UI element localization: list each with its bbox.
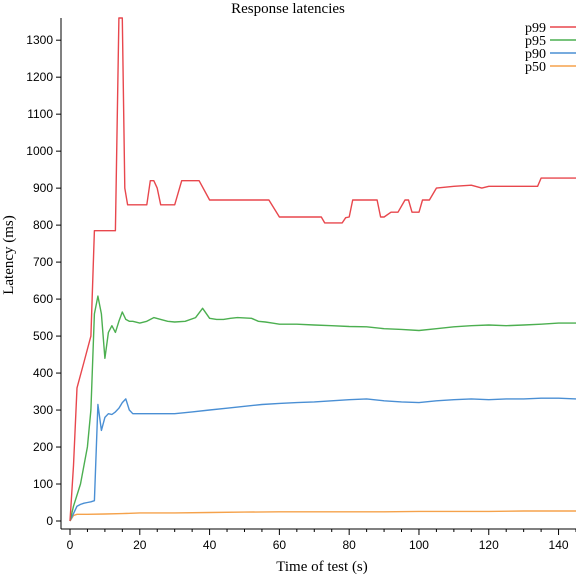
y-tick-label: 400: [33, 366, 53, 380]
series-line-p90: [69, 397, 576, 522]
y-axis-label: Latency (ms): [1, 215, 17, 295]
legend-label-p99: p99: [525, 21, 546, 36]
y-tick-label: 0: [46, 514, 53, 528]
x-tick-label: 40: [203, 538, 217, 552]
legend-label-p95: p95: [525, 34, 546, 49]
x-tick-label: 120: [479, 538, 499, 552]
y-tick-label: 500: [33, 329, 53, 343]
series-line-p99: [69, 17, 576, 522]
y-tick-label: 1100: [27, 107, 53, 121]
x-axis-ticks: 0 20 40 60 80 100 120 140: [67, 529, 576, 552]
x-tick-label: 20: [133, 538, 147, 552]
y-tick-label: 900: [33, 181, 53, 195]
series-lines: [69, 17, 576, 522]
y-tick-label: 100: [33, 477, 53, 491]
y-tick-label: 300: [33, 403, 53, 417]
x-tick-label: 140: [549, 538, 569, 552]
chart-title: Response latencies: [231, 1, 345, 17]
x-tick-label: 60: [273, 538, 287, 552]
x-tick-label: 0: [67, 538, 74, 552]
x-tick-label: 100: [409, 538, 429, 552]
y-tick-label: 600: [33, 292, 53, 306]
y-tick-label: 1200: [26, 70, 53, 84]
series-line-p95: [69, 295, 576, 522]
y-tick-label: 1300: [26, 33, 53, 47]
y-axis-ticks: 0 100 200 300 400 500 600 700 800 900 1000 1100 1200…: [26, 33, 61, 528]
series-line-p50: [69, 510, 576, 522]
x-tick-label: 80: [342, 538, 356, 552]
x-axis-label: Time of test (s): [276, 559, 368, 575]
y-tick-label: 1000: [26, 144, 53, 158]
y-tick-label: 800: [33, 218, 53, 232]
y-tick-label: 200: [33, 440, 53, 454]
legend-label-p50: p50: [525, 60, 546, 75]
legend-label-p90: p90: [525, 47, 546, 62]
y-tick-label: 700: [33, 255, 53, 269]
